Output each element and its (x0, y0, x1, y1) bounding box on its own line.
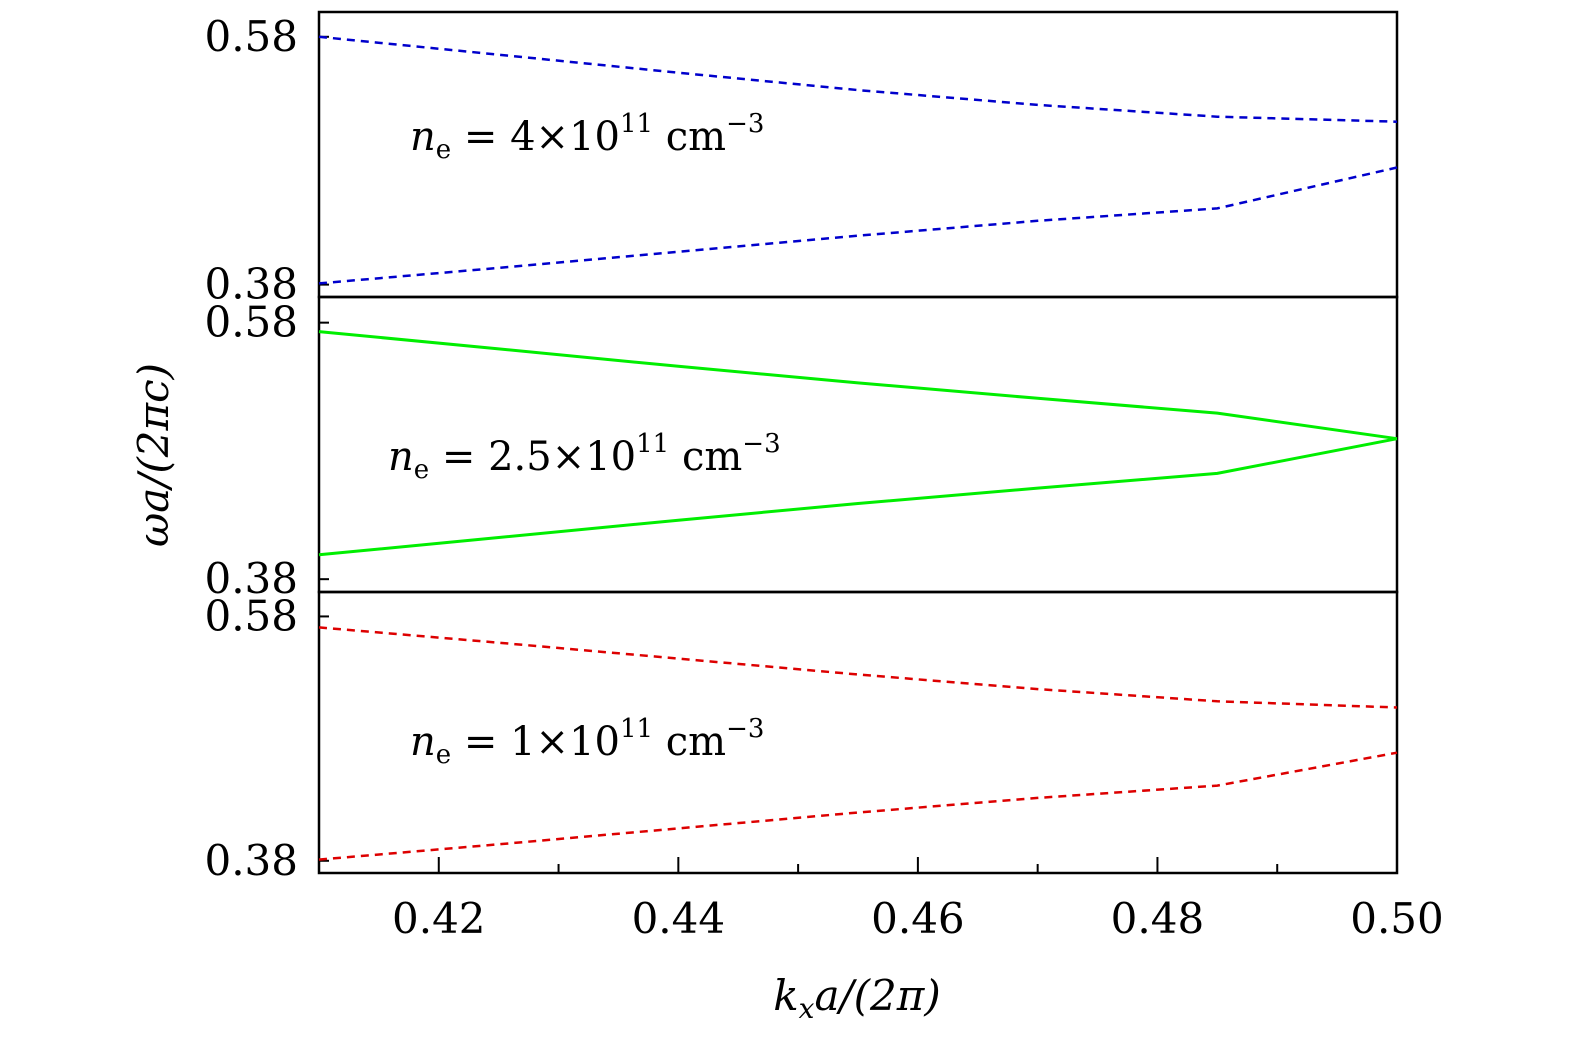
y-tick-label: 0.58 (204, 298, 298, 347)
annotation-part: e (436, 135, 451, 165)
annotation-part: e (414, 455, 429, 485)
annotation-part: cm (669, 434, 742, 480)
series-line-2-1 (318, 330, 1398, 441)
y-tick-label: 0.38 (204, 260, 298, 309)
series-line-3-1 (318, 626, 1398, 709)
y-tick-label: 0.38 (204, 836, 298, 885)
y-tick-label: 0.38 (204, 554, 298, 603)
panel-annotation-3: ne = 1×1011 cm−3 (410, 714, 764, 770)
series-line-1-2 (318, 166, 1398, 285)
annotation-part: 11 (636, 429, 669, 459)
panel-annotation-2: ne = 2.5×1011 cm−3 (388, 429, 781, 485)
annotation-part: −3 (726, 714, 764, 744)
x-axis-title-k: k (773, 971, 798, 1020)
annotation-part: n (410, 114, 436, 160)
annotation-part: = 4×10 (451, 114, 620, 160)
x-tick-label: 0.42 (392, 894, 486, 943)
series-line-1-1 (318, 35, 1398, 123)
x-tick-label: 0.44 (632, 894, 726, 943)
x-axis-title-rest: a/(2π) (814, 971, 940, 1020)
x-tick-label: 0.46 (871, 894, 965, 943)
y-tick-label: 0.58 (204, 12, 298, 61)
panel-annotation-1: ne = 4×1011 cm−3 (410, 109, 764, 165)
annotation-part: n (410, 719, 436, 765)
annotation-part: cm (653, 719, 726, 765)
annotation-part: = 1×10 (451, 719, 620, 765)
annotation-part: 11 (620, 714, 653, 744)
x-axis-title-sub: x (799, 992, 815, 1025)
annotation-part: e (436, 740, 451, 770)
x-tick-label: 0.48 (1111, 894, 1205, 943)
x-axis-title: kxa/(2π) (773, 971, 941, 1025)
annotation-part: 11 (620, 109, 653, 139)
series-line-3-2 (318, 751, 1398, 861)
x-tick-label: 0.50 (1350, 894, 1444, 943)
y-tick-label: 0.58 (204, 591, 298, 640)
series-line-2-2 (318, 437, 1398, 557)
y-axis-title: ωa/(2πc) (129, 363, 178, 547)
annotation-part: −3 (726, 109, 764, 139)
annotation-part: = 2.5×10 (429, 434, 636, 480)
annotation-part: −3 (742, 429, 780, 459)
annotation-part: n (388, 434, 414, 480)
panel-frame-3 (317, 590, 1399, 875)
annotation-part: cm (653, 114, 726, 160)
